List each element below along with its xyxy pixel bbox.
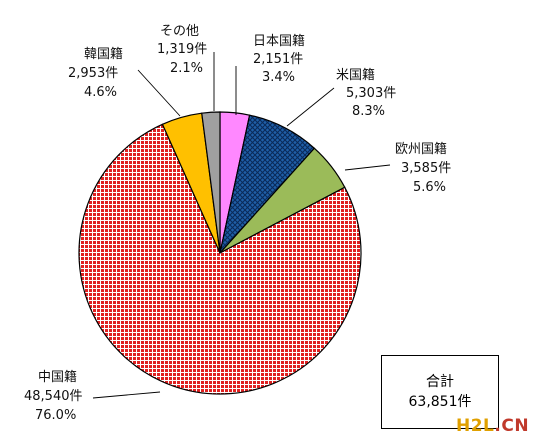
leader-line-china: [92, 391, 161, 399]
pie-slices: [78, 111, 362, 395]
label-japan-percent: 3.4%: [262, 70, 295, 85]
label-china-name: 中国籍: [38, 369, 77, 385]
leader-lines: [92, 52, 391, 399]
label-japan-name: 日本国籍: [253, 33, 305, 49]
label-korea-percent: 4.6%: [84, 85, 117, 100]
pie-slice-china: [78, 123, 362, 395]
total-label: 合計: [426, 374, 454, 390]
leader-line-korea: [137, 69, 181, 117]
label-other-percent: 2.1%: [170, 61, 203, 76]
pie-slice-other: [201, 111, 221, 254]
label-europe-count: 3,585件: [401, 161, 451, 176]
watermark-part1: H2L: [456, 416, 495, 436]
watermark-part2: .CN: [494, 416, 530, 436]
label-china-count: 48,540件: [24, 389, 83, 404]
label-usa-count: 5,303件: [346, 86, 396, 101]
leader-line-europe: [344, 164, 391, 171]
total-box: 合計 63,851件: [381, 355, 499, 429]
label-europe-percent: 5.6%: [413, 180, 446, 195]
leader-line-usa: [286, 87, 335, 127]
label-usa-percent: 8.3%: [352, 104, 385, 119]
total-value: 63,851件: [408, 394, 472, 410]
label-china-percent: 76.0%: [35, 408, 76, 423]
label-other-count: 1,319件: [157, 42, 207, 57]
label-europe-name: 欧州国籍: [395, 141, 447, 157]
label-usa-name: 米国籍: [336, 67, 375, 83]
watermark: H2L.CN: [456, 416, 529, 436]
label-other-name: その他: [160, 24, 199, 39]
label-japan-count: 2,151件: [253, 52, 303, 67]
slice-labels: 日本国籍 2,151件 3.4% 米国籍 5,303件 8.3% 欧州国籍 3,585件 5.6…: [24, 24, 451, 423]
label-korea-name: 韓国籍: [84, 46, 123, 62]
label-korea-count: 2,953件: [68, 66, 118, 81]
